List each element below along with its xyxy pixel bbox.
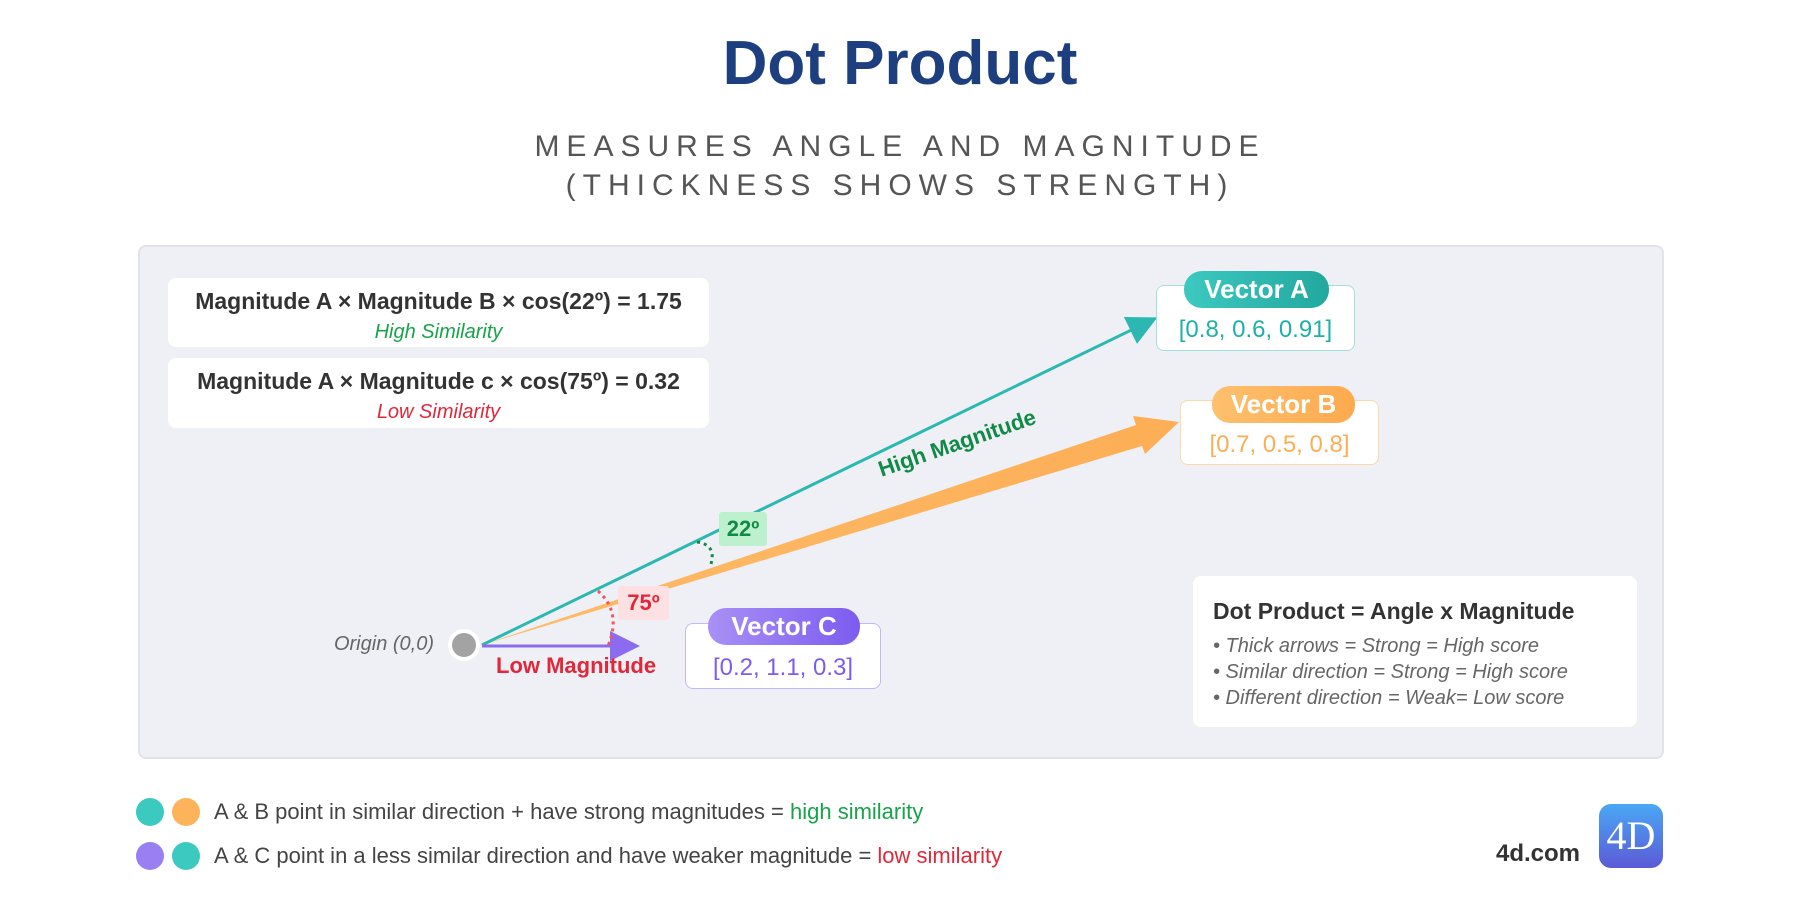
similarity-label: High Similarity [374, 321, 503, 343]
vector-a-arrow [481, 316, 1158, 647]
angle-badge-75: 75º [618, 586, 669, 620]
formula-text: Magnitude A × Magnitude B × cos(22º) = 1… [195, 288, 682, 314]
legend-line-ac: A & C point in a less similar direction … [214, 843, 1002, 869]
site-link[interactable]: 4d.com [1495, 840, 1580, 867]
vector-c-label: Vector C [708, 608, 860, 645]
vector-b-label: Vector B [1212, 386, 1355, 423]
info-item: • Different direction = Weak= Low score [1213, 687, 1565, 709]
legend-line-ab: A & B point in similar direction + have … [214, 799, 923, 825]
formula-box-high: Magnitude A × Magnitude B × cos(22º) = 1… [168, 278, 709, 347]
vector-a-label: Vector A [1184, 271, 1329, 308]
low-magnitude-label: Low Magnitude [496, 653, 657, 678]
legend-dot-b [172, 798, 200, 826]
similarity-label: Low Similarity [376, 401, 501, 423]
legend-text: A & C point in a less similar direction … [214, 843, 878, 868]
info-item: • Similar direction = Strong = High scor… [1213, 661, 1568, 683]
angle-arc-22 [696, 540, 714, 568]
legend-result: high similarity [789, 799, 924, 824]
4d-logo: 4D [1599, 804, 1663, 868]
formula-box-low: Magnitude A × Magnitude c × cos(75º) = 0… [168, 358, 709, 428]
angle-badge-22: 22º [719, 512, 767, 546]
legend-result: low similarity [877, 843, 1003, 868]
subtitle-line-1: MEASURES ANGLE AND MAGNITUDE [534, 130, 1266, 163]
legend-dot-a2 [172, 842, 200, 870]
formula-text: Magnitude A × Magnitude c × cos(75º) = 0… [197, 368, 680, 394]
info-item: • Thick arrows = Strong = High score [1213, 635, 1540, 657]
legend-dot-a [136, 798, 164, 826]
legend-dot-c [136, 842, 164, 870]
legend-text: A & B point in similar direction + have … [214, 799, 790, 824]
page-title: Dot Product [722, 29, 1078, 98]
info-box: Dot Product = Angle x Magnitude • Thick … [1193, 576, 1637, 727]
subtitle-line-2: (THICKNESS SHOWS STRENGTH) [565, 169, 1235, 202]
origin-dot [452, 633, 476, 657]
origin-label: Origin (0,0) [333, 633, 434, 655]
angle-arc-75 [596, 589, 615, 647]
info-heading: Dot Product = Angle x Magnitude [1213, 598, 1575, 624]
